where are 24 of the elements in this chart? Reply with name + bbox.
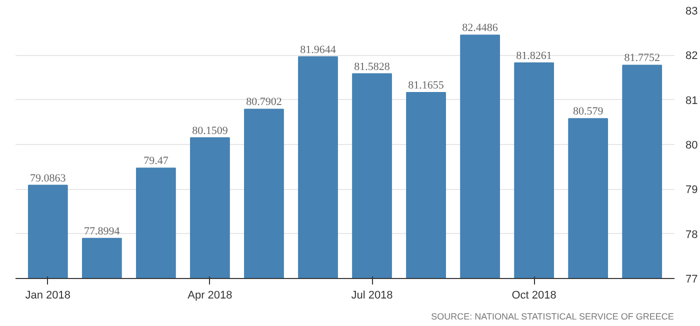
data-label: 81.1655 — [408, 79, 444, 92]
data-label: 80.1509 — [192, 124, 228, 137]
data-label: 81.8261 — [516, 50, 552, 62]
x-tick-label: Jul 2018 — [351, 290, 393, 302]
data-label: 80.579 — [572, 106, 604, 118]
data-label: 81.9644 — [300, 44, 336, 56]
y-tick-label: 77 — [686, 274, 698, 286]
data-label: 79.47 — [144, 155, 169, 168]
data-label: 80.7902 — [246, 96, 282, 108]
x-tick-label: Oct 2018 — [512, 290, 556, 302]
y-tick-label: 82 — [686, 50, 698, 62]
data-label: 77.8994 — [84, 225, 120, 238]
data-label: 81.7752 — [624, 52, 660, 64]
y-tick-label: 78 — [686, 228, 698, 241]
y-tick-label: 80 — [686, 140, 698, 152]
data-label: 79.0863 — [30, 172, 66, 184]
x-tick-label: Apr 2018 — [188, 290, 232, 302]
data-label: 81.5828 — [354, 60, 390, 73]
data-label: 82.4486 — [462, 22, 498, 34]
x-tick-label: Jan 2018 — [25, 290, 71, 302]
y-tick-label: 81 — [686, 94, 698, 107]
y-tick-label: 79 — [686, 184, 698, 196]
y-tick-label: 83 — [686, 6, 698, 18]
source-note: SOURCE: NATIONAL STATISTICAL SERVICE OF GREECE — [431, 312, 674, 322]
